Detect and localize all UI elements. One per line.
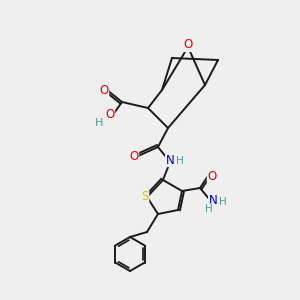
Text: H: H — [95, 118, 103, 128]
Text: H: H — [205, 204, 213, 214]
Text: O: O — [183, 38, 193, 52]
Text: H: H — [219, 197, 227, 207]
Text: O: O — [207, 169, 217, 182]
Text: S: S — [141, 190, 149, 203]
Text: O: O — [99, 83, 109, 97]
Text: H: H — [176, 156, 184, 166]
Text: N: N — [166, 154, 174, 166]
Text: O: O — [105, 109, 115, 122]
Text: N: N — [208, 194, 217, 208]
Text: O: O — [129, 149, 139, 163]
